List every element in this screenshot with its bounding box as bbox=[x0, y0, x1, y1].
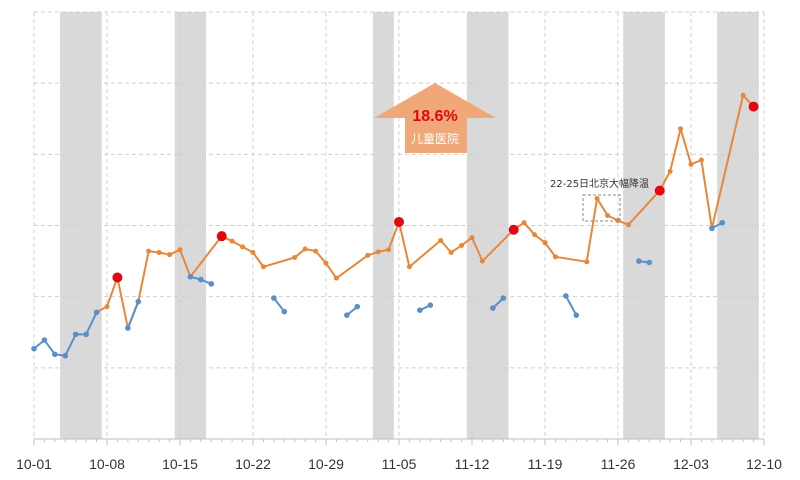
weekday-point bbox=[438, 237, 444, 243]
weekday-point bbox=[167, 252, 173, 258]
highlighted-point bbox=[216, 231, 227, 242]
weekend-series-line bbox=[126, 301, 140, 329]
weekday-point bbox=[386, 247, 392, 253]
weekend-point bbox=[719, 219, 726, 226]
x-tick-label: 12-10 bbox=[746, 456, 782, 472]
weekday-point bbox=[240, 244, 246, 250]
weekday-point bbox=[678, 126, 684, 132]
weekend-point bbox=[344, 312, 350, 318]
note-box bbox=[582, 194, 621, 222]
weekend-point bbox=[83, 331, 89, 338]
x-tick-label: 11-26 bbox=[601, 456, 636, 472]
weekend-point bbox=[93, 309, 100, 316]
weekend-point bbox=[427, 302, 434, 309]
weekday-point bbox=[375, 249, 381, 255]
callout-percent: 18.6% bbox=[412, 108, 457, 125]
callout-arrow: 18.6% 儿童医院 bbox=[374, 83, 496, 153]
x-tick-label: 10-08 bbox=[89, 456, 125, 472]
x-tick-label: 12-03 bbox=[673, 456, 709, 472]
weekend-point bbox=[271, 295, 277, 301]
holiday-shade bbox=[60, 12, 102, 439]
x-tick-label: 11-12 bbox=[455, 456, 490, 472]
highlighted-point bbox=[394, 216, 404, 227]
weekday-point bbox=[229, 238, 235, 244]
weekend-point bbox=[490, 305, 496, 311]
x-tick-label: 11-19 bbox=[528, 456, 563, 472]
weekend-point bbox=[62, 352, 69, 359]
weekend-point bbox=[187, 273, 194, 280]
weekday-point bbox=[542, 240, 548, 246]
highlighted-point bbox=[748, 101, 759, 112]
weekday-point bbox=[584, 259, 590, 265]
weekday-point bbox=[448, 250, 454, 256]
weekend-point bbox=[354, 303, 361, 310]
x-tick-label: 10-29 bbox=[308, 456, 344, 472]
weekday-point bbox=[260, 264, 266, 270]
highlighted-point bbox=[112, 272, 123, 283]
weekend-point bbox=[281, 308, 288, 315]
weekday-point bbox=[469, 235, 475, 241]
weekend-series-line bbox=[565, 295, 578, 316]
series-points-layer bbox=[31, 92, 759, 359]
weekend-point bbox=[636, 258, 642, 264]
weekend-point bbox=[709, 225, 715, 232]
weekday-point bbox=[292, 255, 298, 261]
weekday-point bbox=[313, 248, 319, 254]
weekday-point bbox=[104, 304, 110, 310]
weekday-point bbox=[302, 246, 308, 252]
weekend-point bbox=[125, 325, 131, 331]
weekend-point bbox=[31, 345, 37, 352]
weekday-point bbox=[459, 242, 465, 248]
weekday-point bbox=[688, 161, 694, 167]
weekend-point bbox=[500, 295, 507, 301]
weekend-point bbox=[135, 298, 142, 305]
weekday-point bbox=[625, 222, 631, 228]
note-text: 22-25日北京大幅降温 bbox=[550, 177, 649, 190]
weekday-point bbox=[532, 232, 538, 238]
holiday-shade bbox=[466, 12, 509, 439]
weekday-point bbox=[365, 252, 371, 258]
weekday-point bbox=[146, 248, 152, 254]
weekend-point bbox=[573, 312, 580, 318]
weekday-point bbox=[323, 260, 329, 266]
x-tick-label: 10-22 bbox=[235, 456, 271, 472]
weekend-point bbox=[646, 259, 653, 266]
weekday-point bbox=[177, 247, 183, 253]
weekday-point bbox=[406, 264, 412, 270]
x-axis: 10-01 10-08 10-15 10-22 10-29 11-05 11-12 11-19… bbox=[16, 438, 782, 472]
weekend-point bbox=[198, 276, 204, 283]
weekend-point bbox=[72, 331, 79, 338]
weekday-point bbox=[521, 220, 527, 226]
weekday-point bbox=[479, 258, 485, 264]
highlighted-point bbox=[654, 185, 665, 196]
weekend-point bbox=[563, 293, 569, 299]
x-tick-label: 10-15 bbox=[162, 456, 198, 472]
callout-arrow-shape bbox=[374, 83, 496, 153]
weekday-point bbox=[698, 157, 704, 163]
note-annotation: 22-25日北京大幅降温 bbox=[550, 177, 649, 222]
gridlines-layer bbox=[33, 11, 765, 440]
weekday-point bbox=[250, 250, 256, 256]
weekend-point bbox=[41, 337, 48, 343]
weekend-point bbox=[208, 281, 215, 287]
weekday-point bbox=[333, 275, 339, 281]
highlighted-point bbox=[508, 224, 519, 235]
weekday-point bbox=[552, 254, 558, 260]
weekday-point bbox=[605, 213, 611, 219]
x-tick-label: 11-05 bbox=[382, 456, 417, 472]
weekday-point bbox=[740, 92, 746, 98]
holiday-shade bbox=[372, 12, 394, 439]
weekday-point bbox=[156, 250, 162, 256]
weekday-point bbox=[594, 195, 600, 201]
weekend-series-line bbox=[273, 297, 286, 313]
x-tick-label: 10-01 bbox=[16, 456, 52, 472]
weekend-point bbox=[52, 351, 58, 358]
weekend-point bbox=[417, 307, 423, 313]
callout-label: 儿童医院 bbox=[411, 131, 459, 146]
weekday-point bbox=[667, 168, 673, 174]
